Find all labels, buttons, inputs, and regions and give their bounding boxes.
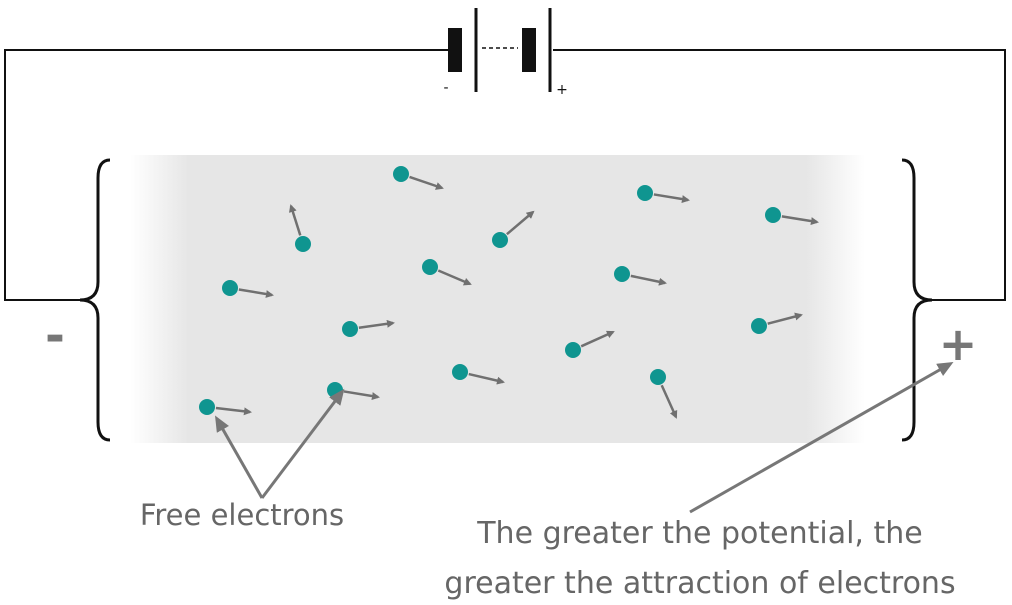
wire-left	[4, 49, 448, 301]
electron	[650, 369, 666, 385]
electron	[199, 399, 215, 415]
electrons	[199, 166, 819, 419]
conductor	[130, 155, 865, 443]
electron-arrow	[358, 319, 395, 329]
electron	[393, 166, 409, 182]
circuit	[4, 49, 1006, 442]
electron-arrow	[506, 210, 535, 236]
electron-arrow	[409, 175, 444, 190]
electron	[222, 280, 238, 296]
battery-minus: -	[443, 80, 448, 96]
electron-arrow	[660, 384, 678, 419]
electron-arrow	[767, 312, 803, 325]
electron-arrow	[288, 204, 302, 236]
electron-arrow	[580, 330, 615, 348]
electron	[565, 342, 581, 358]
electron-arrow	[437, 269, 472, 286]
pointers	[215, 362, 954, 514]
positive-sign: +	[939, 317, 978, 371]
electron-arrow	[343, 390, 380, 400]
battery-plate	[522, 28, 536, 72]
electron	[751, 318, 767, 334]
electron-arrow	[653, 193, 690, 203]
electron-arrow	[630, 274, 667, 286]
wire-right	[553, 49, 1006, 301]
free-electrons-label: Free electrons	[140, 498, 344, 532]
brace-right	[901, 158, 933, 442]
electron	[452, 364, 468, 380]
electron-arrow	[781, 215, 819, 226]
battery-plate	[448, 28, 462, 72]
potential-label: greater the attraction of electrons	[444, 566, 955, 601]
battery: - +	[443, 8, 568, 98]
pointer	[689, 362, 954, 514]
brace-left	[79, 158, 111, 442]
pointer	[215, 415, 264, 499]
electron-arrow	[468, 372, 505, 385]
electron	[342, 321, 358, 337]
negative-sign: -	[45, 308, 65, 364]
electron	[637, 185, 653, 201]
potential-label: The greater the potential, the	[476, 516, 923, 551]
electron	[295, 236, 311, 252]
pointer	[260, 388, 345, 499]
electron	[492, 232, 508, 248]
electron	[422, 259, 438, 275]
electron	[765, 207, 781, 223]
electron-arrow	[238, 288, 274, 298]
electron-arrow	[215, 406, 252, 416]
battery-plus: +	[556, 82, 568, 98]
electron	[614, 266, 630, 282]
